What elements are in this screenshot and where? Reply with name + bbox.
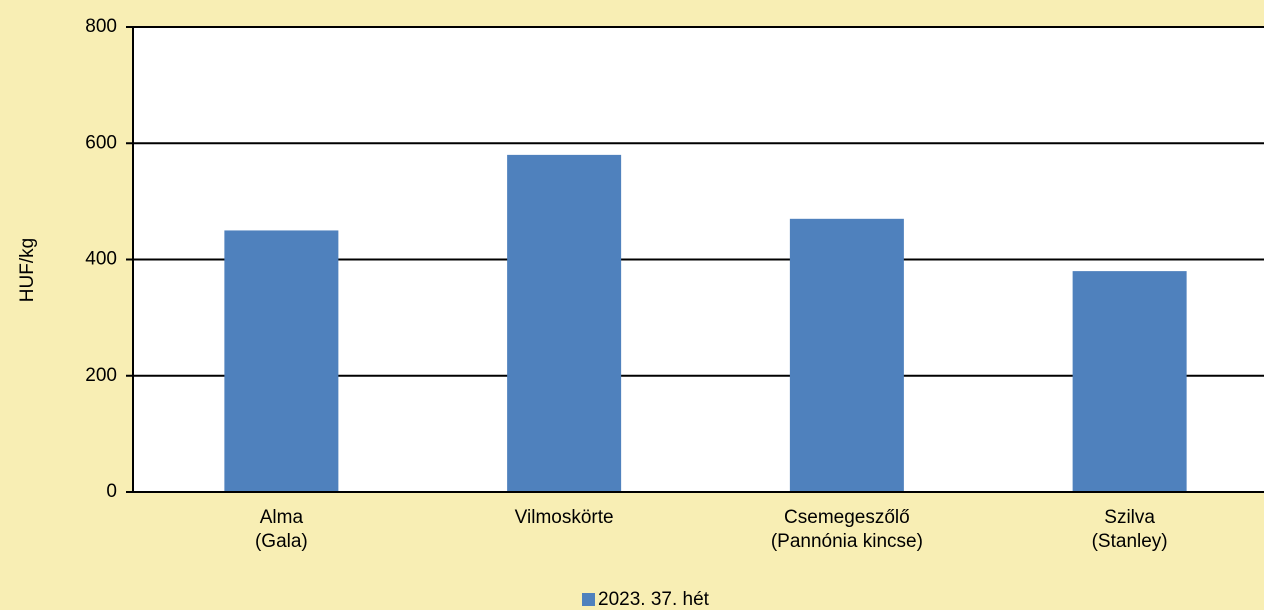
- y-axis-label: HUF/kg: [17, 238, 38, 302]
- bar: [789, 218, 904, 492]
- x-tick-label: Alma (Gala): [254, 507, 308, 552]
- legend-swatch: [582, 593, 595, 606]
- y-tick-label: 0: [106, 481, 117, 502]
- x-tick-label: Vilmoskörte: [514, 507, 614, 528]
- y-tick-label: 200: [85, 365, 117, 386]
- y-tick-label: 400: [85, 249, 117, 270]
- bar: [224, 230, 339, 492]
- legend-label: 2023. 37. hét: [598, 589, 710, 610]
- x-tick-label: Szilva (Stanley): [1091, 507, 1168, 552]
- y-tick-label: 800: [85, 16, 117, 37]
- x-tick-label: Csemegeszőlő (Pannónia kincse): [770, 507, 923, 552]
- bar: [1072, 271, 1187, 492]
- bar: [507, 154, 622, 492]
- y-tick-label: 600: [85, 132, 117, 153]
